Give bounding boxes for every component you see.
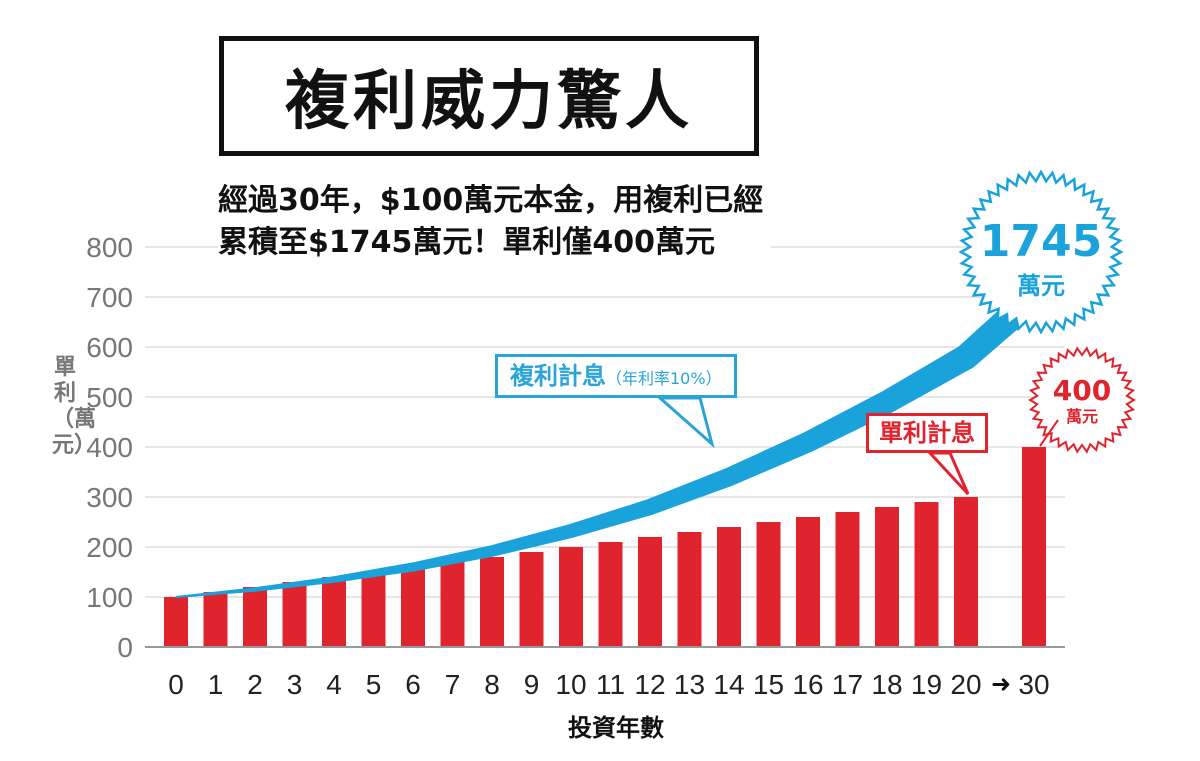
x-tick-label: 14	[713, 669, 744, 700]
bar	[954, 497, 978, 647]
bar	[756, 522, 781, 647]
bar	[677, 532, 702, 647]
x-tick-label: 16	[792, 669, 823, 700]
compound-callout-tail	[656, 396, 715, 449]
bar	[282, 582, 307, 647]
simple-interest-callout: 單利計息	[866, 413, 988, 453]
y-tick-label: 700	[86, 282, 133, 313]
simple-callout-label: 單利計息	[879, 419, 975, 447]
bar	[559, 547, 583, 647]
x-tick-label: 15	[753, 669, 784, 700]
x-tick-label: 1	[208, 669, 224, 700]
x-tick-label: 10	[555, 669, 586, 700]
page-title: 複利威力驚人	[285, 65, 693, 139]
compound-interest-callout: 複利計息（年利率10%）	[495, 354, 737, 398]
bar	[875, 507, 899, 647]
bar	[401, 567, 425, 647]
x-tick-label: 20	[950, 669, 981, 700]
simple-badge-value: 400	[1053, 374, 1111, 407]
x-tick-label: 13	[674, 669, 705, 700]
x-tick-label: 3	[287, 669, 303, 700]
y-tick-label: 600	[86, 332, 133, 363]
compound-badge-unit: 萬元	[1017, 272, 1065, 300]
x-tick-label: 19	[911, 669, 942, 700]
x-tick-label: 2	[247, 669, 263, 700]
x-tick-label: 17	[832, 669, 863, 700]
y-axis-label: 單利（萬元）	[52, 355, 97, 458]
bar	[638, 537, 662, 647]
y-tick-label: 500	[86, 382, 133, 413]
bar	[598, 542, 623, 647]
bar	[480, 557, 504, 647]
compound-total-badge: 1745 萬元	[958, 169, 1124, 335]
x-tick-label: 8	[484, 669, 500, 700]
starburst-red-shape	[1028, 346, 1136, 454]
bar	[164, 597, 188, 647]
subtitle-line-2: 累積至$1745萬元！單利僅400萬元	[218, 225, 715, 260]
bar	[322, 577, 346, 647]
simple-badge-pointer	[1039, 419, 1059, 447]
y-tick-label: 800	[86, 232, 133, 263]
x-tick-label: 9	[524, 669, 540, 700]
compound-badge-value: 1745	[980, 216, 1102, 267]
bar	[203, 592, 228, 647]
x-tick-labels: 0 1 2 3 4 5 6 7 8 9 10 11 12 13 14 15 16 17 18 19 20 30➜	[168, 669, 1049, 700]
y-tick-label: 400	[86, 432, 133, 463]
x-tick-label: 6	[405, 669, 421, 700]
compound-callout-rate: （年利率10%）	[606, 369, 722, 388]
simple-total-badge: 400 萬元	[1028, 346, 1136, 454]
bar	[914, 502, 939, 647]
axis-break-arrow: ➜	[991, 670, 1011, 698]
bar	[717, 527, 741, 647]
bar	[835, 512, 860, 647]
compound-callout-label: 複利計息	[510, 362, 606, 390]
y-tick-label: 200	[86, 532, 133, 563]
bars	[164, 447, 1046, 647]
y-tick-label: 0	[117, 632, 133, 663]
x-axis-label: 投資年數	[568, 714, 664, 742]
x-tick-label: 11	[596, 669, 625, 700]
x-tick-label: 30	[1018, 669, 1049, 700]
simple-badge-unit: 萬元	[1066, 407, 1098, 426]
bar	[796, 517, 820, 647]
bar	[1022, 447, 1046, 647]
bar	[361, 572, 386, 647]
x-tick-label: 12	[634, 669, 665, 700]
x-tick-label: 18	[871, 669, 902, 700]
x-tick-label: 0	[168, 669, 184, 700]
x-tick-label: 4	[326, 669, 342, 700]
bar	[440, 562, 465, 647]
bar	[519, 552, 544, 647]
x-tick-label: 5	[366, 669, 382, 700]
y-tick-label: 300	[86, 482, 133, 513]
x-tick-label: 7	[445, 669, 461, 700]
starburst-blue-shape	[958, 169, 1124, 335]
title-box: 複利威力驚人	[219, 36, 759, 156]
bar	[243, 587, 267, 647]
simple-callout-tail	[926, 451, 970, 496]
y-tick-label: 100	[86, 582, 133, 613]
subtitle-line-1: 經過30年，$100萬元本金，用複利已經	[218, 183, 764, 218]
y-tick-labels: 0 100 200 300 400 500 600 700 800	[86, 232, 133, 663]
subtitle: 經過30年，$100萬元本金，用複利已經 累積至$1745萬元！單利僅400萬元	[218, 180, 772, 264]
